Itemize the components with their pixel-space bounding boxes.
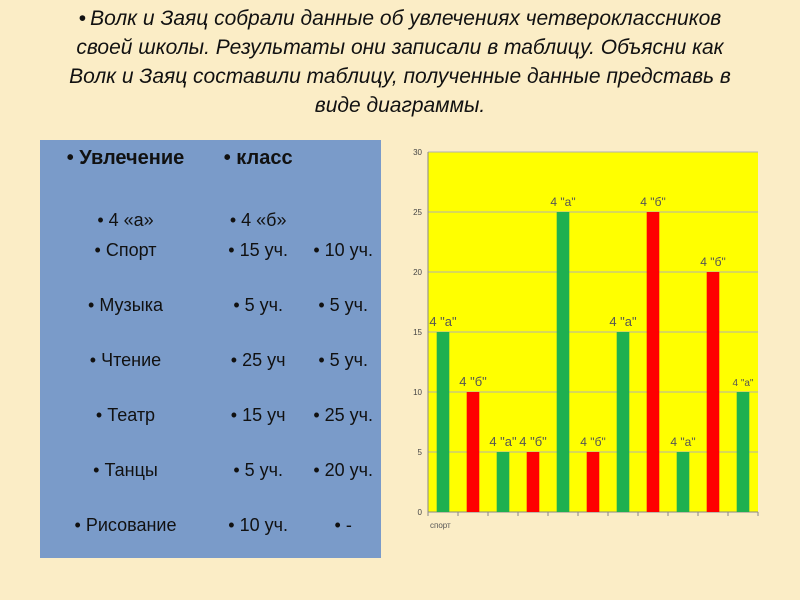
header-class: • класс: [223, 147, 293, 169]
bar: [586, 452, 600, 512]
bar: [466, 392, 480, 512]
bar: [676, 452, 690, 512]
subheader-4a: • 4 «а»: [97, 210, 154, 230]
cell-4b: • 25 уч.: [313, 405, 374, 425]
cell-4a: • 25 уч: [230, 350, 286, 370]
cell-hobby: • Танцы: [93, 460, 158, 480]
table-row: • Рисование • 10 уч. • -: [40, 507, 381, 558]
cell-4a: • 5 уч.: [233, 295, 284, 315]
subheader-empty: [305, 202, 381, 232]
cell-4b: • 5 уч.: [318, 295, 369, 315]
data-table: • Увлечение • класс • 4 «а» • 4 «б» • Сп…: [40, 140, 381, 558]
subheader-4b: • 4 «б»: [229, 210, 287, 230]
cell-4b: • 10 уч.: [313, 240, 374, 260]
bar: [526, 452, 540, 512]
cell-hobby: • Чтение: [89, 350, 162, 370]
data-label: 4 "б": [459, 374, 487, 389]
cell-hobby: • Спорт: [94, 240, 157, 260]
table-row: • Музыка • 5 уч. • 5 уч.: [40, 287, 381, 342]
cell-4b: • -: [334, 515, 352, 535]
x-category-label: спорт: [430, 521, 451, 530]
bar: [496, 452, 510, 512]
bar: [556, 212, 570, 512]
title-text: Волк и Заяц собрали данные об увлечениях…: [69, 7, 731, 117]
table-row: • Спорт • 15 уч. • 10 уч.: [40, 232, 381, 287]
bar: [646, 212, 660, 512]
data-label: 4 "а": [550, 195, 575, 209]
cell-hobby: • Театр: [95, 405, 156, 425]
bar: [706, 272, 720, 512]
y-tick-label: 10: [413, 388, 422, 397]
title-bullet: •: [78, 7, 87, 30]
bar: [736, 392, 750, 512]
table-header-row: • Увлечение • класс: [40, 140, 381, 202]
data-label: 4 "а": [732, 378, 753, 389]
y-tick-label: 20: [413, 268, 422, 277]
cell-4a: • 5 уч.: [233, 460, 284, 480]
y-tick-label: 5: [418, 448, 423, 457]
table-row: • Театр • 15 уч • 25 уч.: [40, 397, 381, 452]
bar: [436, 332, 450, 512]
data-label: 4 "б": [640, 195, 665, 209]
data-label: 4 "б": [580, 435, 605, 449]
cell-hobby: • Музыка: [88, 295, 163, 315]
y-tick-label: 0: [418, 508, 423, 517]
table-subheader-row: • 4 «а» • 4 «б»: [40, 202, 381, 232]
y-tick-label: 25: [413, 208, 422, 217]
header-empty: [305, 140, 381, 202]
table-row: • Чтение • 25 уч • 5 уч.: [40, 342, 381, 397]
y-tick-label: 30: [413, 148, 422, 157]
page-title: • Волк и Заяц собрали данные об увлечения…: [60, 4, 740, 144]
bar: [616, 332, 630, 512]
header-hobby: • Увлечение: [66, 147, 185, 169]
y-tick-label: 15: [413, 328, 422, 337]
cell-hobby: • Рисование: [74, 515, 177, 535]
data-label: 4 "б": [700, 255, 725, 269]
cell-4b: • 5 уч.: [318, 350, 369, 370]
data-label: 4 "а": [429, 314, 457, 329]
data-label: 4 "а": [609, 314, 637, 329]
data-label: 4 "б": [519, 434, 547, 449]
data-label: 4 "а": [489, 434, 517, 449]
data-label: 4 "а": [670, 435, 695, 449]
cell-4b: • 20 уч.: [313, 460, 374, 480]
cell-4a: • 15 уч: [230, 405, 286, 425]
cell-4a: • 10 уч.: [228, 515, 289, 535]
table-row: • Танцы • 5 уч. • 20 уч.: [40, 452, 381, 507]
cell-4a: • 15 уч.: [228, 240, 289, 260]
